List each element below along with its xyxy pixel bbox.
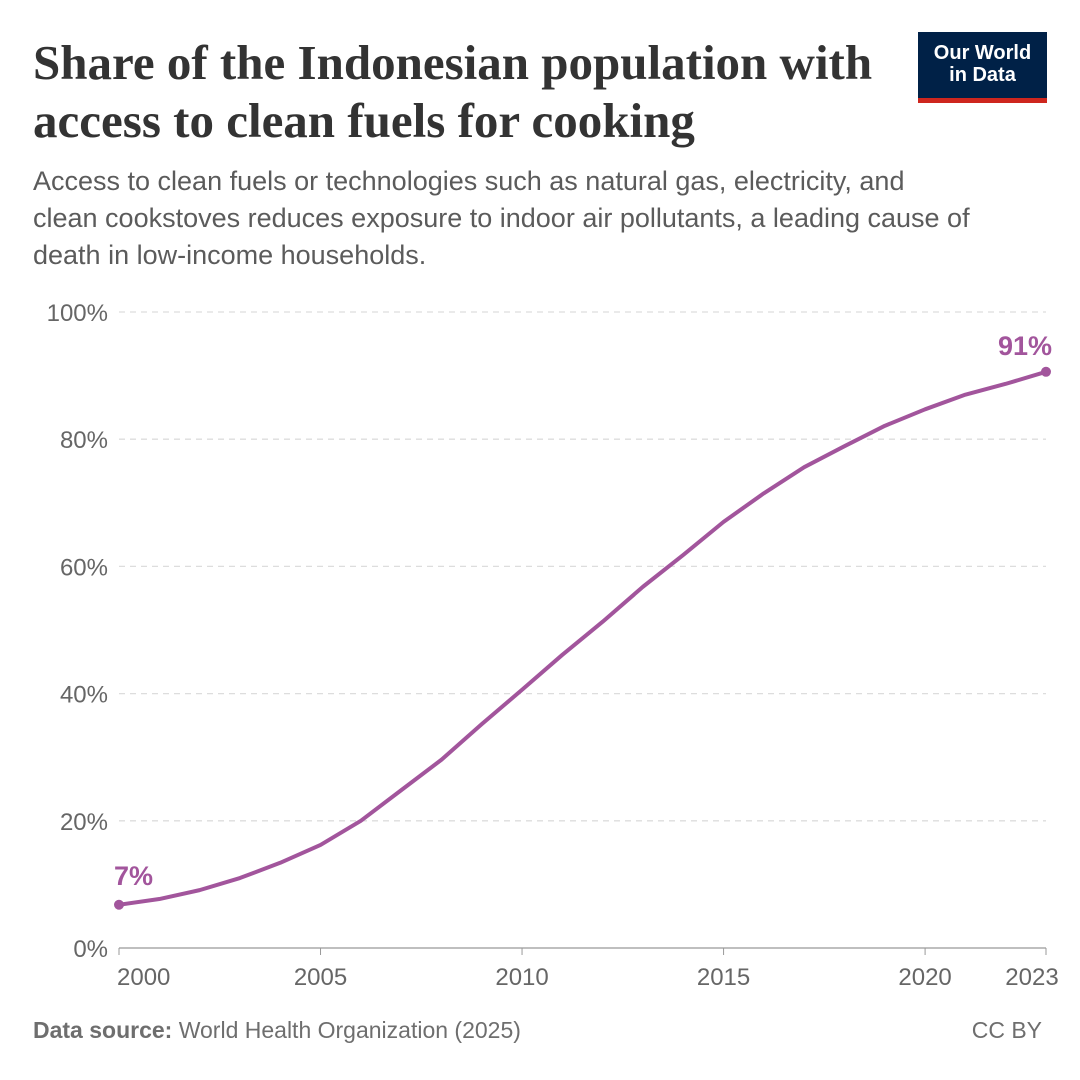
chart-subtitle: Access to clean fuels or technologies su… [33, 166, 970, 270]
y-tick-label: 40% [60, 682, 108, 709]
start-value-label: 7% [114, 861, 153, 891]
x-tick-label: 2023 [1005, 964, 1058, 991]
y-tick-label: 100% [47, 300, 108, 327]
end-value-label: 91% [998, 331, 1052, 361]
owid-logo[interactable]: Our World in Data [918, 32, 1047, 103]
source-label: Data source: [33, 1017, 173, 1043]
y-tick-label: 80% [60, 427, 108, 454]
start-point [114, 899, 124, 910]
x-tick-label: 2020 [898, 964, 951, 991]
y-tick-label: 60% [60, 554, 108, 581]
series-line [118, 369, 1047, 907]
y-tick-label: 20% [60, 809, 108, 836]
chart-title: Share of the Indonesian population with … [33, 35, 873, 148]
x-tick-label: 2010 [495, 964, 548, 991]
end-point [1041, 366, 1051, 377]
data-source: Data source: World Health Organization (… [33, 1017, 521, 1044]
x-tick-label: 2005 [294, 964, 347, 991]
license[interactable]: CC BY [971, 1017, 1042, 1043]
x-tick-label: 2000 [117, 964, 170, 991]
source-text[interactable]: World Health Organization (2025) [178, 1017, 521, 1043]
logo-line1: Our World [933, 42, 1032, 64]
y-tick-label: 0% [73, 936, 108, 963]
logo-line2: in Data [949, 64, 1016, 86]
x-tick-label: 2015 [697, 964, 750, 991]
